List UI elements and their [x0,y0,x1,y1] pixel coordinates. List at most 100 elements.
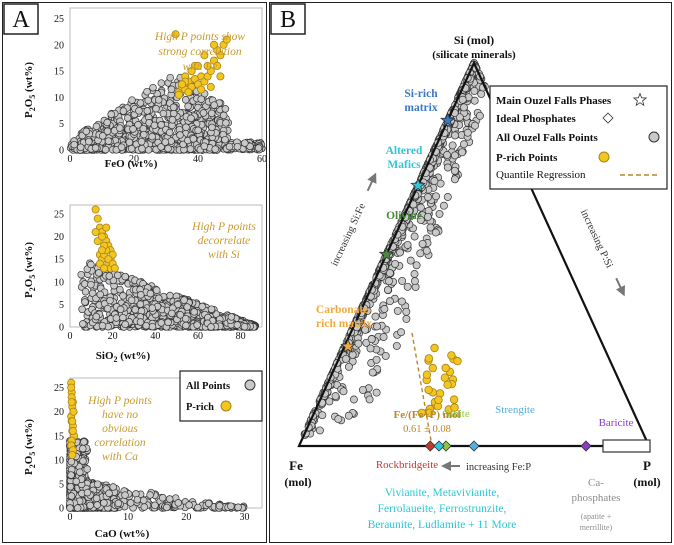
gray-point [140,503,149,511]
phase-label: Altered [386,145,423,157]
gray-point [240,322,249,331]
gray-point [164,318,172,327]
ternary-gray-point [341,354,350,363]
ternary-gray-point [458,148,467,157]
gray-point [234,503,242,512]
gray-point [221,105,230,113]
ternary-gray-point [331,392,340,401]
ternary-gray-point [430,177,439,186]
gray-point [227,502,235,510]
gray-point [135,107,143,115]
ternary-gray-point [371,312,380,321]
ternary-gray-point [422,246,431,255]
gray-point [207,323,215,331]
ternary-gray-point [354,339,363,348]
y-tick-label: 20 [54,232,64,243]
annotation-line: High P points show [154,31,246,43]
y-tick-label: 25 [54,383,64,394]
prich-point [98,232,107,241]
gray-point [76,468,84,476]
prich-point [91,228,100,237]
ternary-gray-point [385,277,393,286]
gray-point [79,444,87,453]
plot-sio2: 0 20 40 60 80 0 5 10 15 20 25 SiO2 (wt%) P2O5 (wt%… [23,204,263,364]
gray-point [168,116,177,124]
prich-point [187,67,196,76]
gray-point [67,492,76,500]
y-tick-label: 0 [59,146,64,157]
ternary-gray-point [463,128,472,137]
gray-point [166,291,174,300]
ternary-gray-point [402,307,411,316]
gray-point [93,480,102,488]
gray-point [129,125,137,133]
gray-point [114,499,123,508]
ternary-prich-point [453,356,462,366]
gray-point [143,107,152,115]
apex-si-label: Si (mol) [454,33,494,47]
prich-point [222,35,231,44]
gray-point [77,270,85,279]
y-tick-label: 5 [59,479,64,490]
ternary-gray-point [392,341,401,350]
ternary-gray-point [475,111,484,120]
gray-point [182,321,190,330]
prich-point [102,223,111,232]
prich-point [100,264,109,273]
gray-point [146,289,155,298]
phase-label: rich matrix [316,318,372,330]
ternary-gray-point [344,411,353,420]
prich-point [67,398,76,407]
apex-fe-label: Fe [289,458,303,473]
ca-phosphates-label: Ca- [588,477,604,489]
prich-point [193,61,202,70]
panel-b-label-box [270,3,306,35]
plot-feo-ticks: 0 20 40 60 0 5 10 15 20 25 [54,14,267,165]
legend-all-points-label: All Points [186,381,230,392]
gray-point [103,118,111,127]
phase-label: Si-rich [404,88,438,100]
gray-point [189,135,198,143]
ternary-gray-point [372,355,381,364]
gray-point [246,142,254,151]
gray-point [83,488,92,497]
regression-value: 0.61 ± 0.08 [403,424,451,435]
gray-point [194,503,202,512]
ternary-gray-point [410,270,419,278]
prich-point [200,51,209,60]
gray-point [158,494,167,502]
plot-feo-prich-points [171,30,231,99]
gray-point [127,296,136,304]
panel-b-frame [269,2,672,543]
prich-point [209,40,218,49]
gray-point [225,142,234,151]
gray-point [81,298,89,306]
y-tick-label: 25 [54,14,64,25]
gray-point [105,272,114,280]
gray-point [207,305,216,313]
gray-point [208,123,216,132]
gray-point [116,124,124,132]
ternary-gray-point [381,351,390,360]
plot-sio2-ylabel: P2O5 (wt%) [23,242,37,298]
annotation-line: correlation [94,437,146,449]
gray-point [67,471,75,479]
y-tick-label: 0 [59,323,64,334]
ternary-gray-point [344,362,353,371]
gray-point [167,85,176,94]
ternary-gray-point [349,395,358,404]
prich-point [213,61,222,70]
gray-point [152,104,160,113]
gray-point [133,495,142,504]
annotation-line: decorrelate [198,235,251,247]
ternary-prich-point [422,370,432,379]
ca-phosphates-bar [602,439,651,453]
ideal-phosphate-label: Beraunite, Ludlamite + 11 More [368,519,517,531]
legend-prich-marker [220,400,232,412]
ternary-gray-point [318,411,327,420]
plot-cao: 0 10 20 30 0 5 10 15 20 25 CaO (wt%) P2O5 (wt%) H… [23,370,263,540]
gray-point [112,314,121,322]
x-tick-label: 60 [193,331,203,342]
gray-point [81,287,90,296]
y-tick-label: 10 [54,93,64,104]
